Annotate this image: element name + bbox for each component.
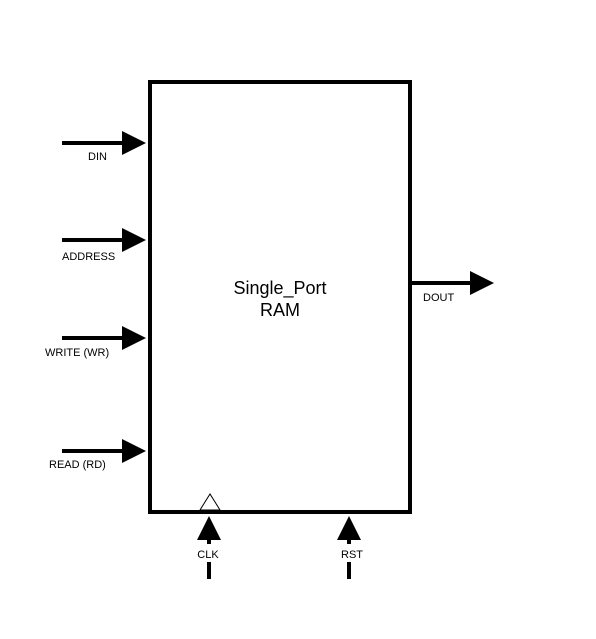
address-input: ADDRESS (62, 228, 146, 263)
ram-block (148, 80, 412, 514)
din-label: DIN (88, 151, 107, 163)
dout-label: DOUT (423, 292, 454, 304)
rst-label: RST (341, 549, 363, 561)
write-input: WRITE (WR) (45, 326, 146, 359)
clk-input: CLK (197, 516, 221, 579)
clk-label: CLK (197, 549, 219, 561)
dout-output: DOUT (412, 271, 494, 304)
clock-edge-triangle-icon (199, 493, 221, 511)
address-label: ADDRESS (62, 251, 115, 263)
write-label: WRITE (WR) (45, 347, 109, 359)
read-label: READ (RD) (49, 459, 106, 471)
din-input: DIN (62, 131, 146, 163)
block-title-line1: Single_Port (233, 278, 326, 299)
read-input: READ (RD) (49, 439, 146, 471)
block-title-line2: RAM (260, 300, 300, 320)
rst-input: RST (337, 516, 363, 579)
